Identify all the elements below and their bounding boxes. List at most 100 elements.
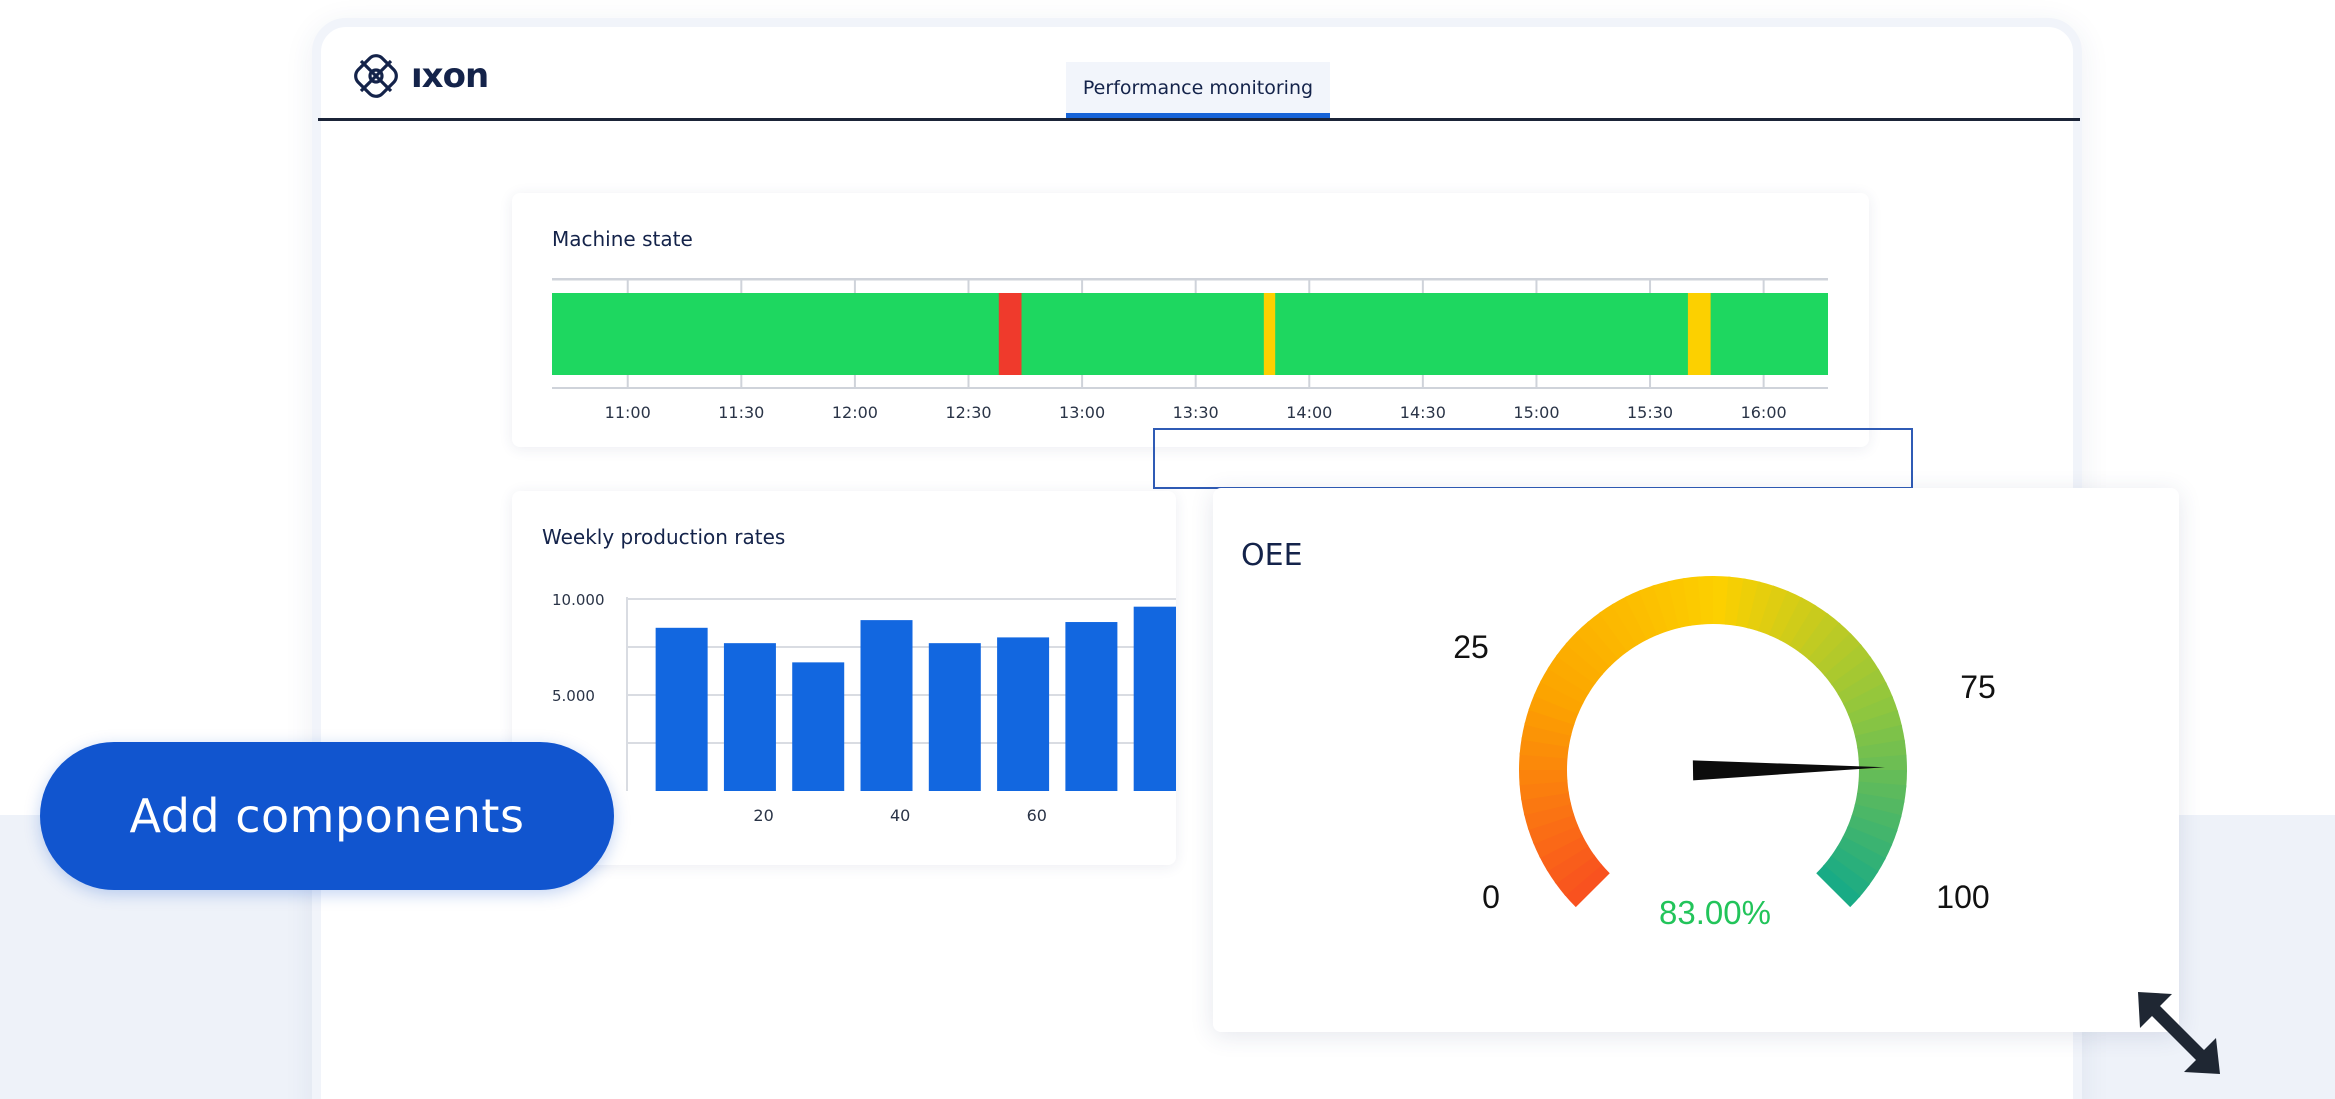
gauge-arc-segment (1857, 739, 1907, 761)
x-tick-label: 20 (753, 806, 773, 825)
gauge-arc-segment (1847, 695, 1899, 727)
machine-state-card[interactable]: Machine state 11:00 11:30 12:00 12:30 13:00 1… (512, 193, 1869, 447)
gauge-arc-segment (1768, 590, 1804, 641)
gauge-arc-segment (1822, 855, 1870, 898)
gauge-arc-segment (1851, 710, 1903, 738)
x-tick-label: 60 (1027, 806, 1047, 825)
gauge-arc-segment (1856, 781, 1907, 803)
production-bar (655, 627, 708, 791)
gauge-arc-segment (1519, 752, 1568, 771)
gauge-arc-segment (1598, 603, 1639, 653)
gauge-arc-segment (1830, 655, 1880, 696)
state-segment-running (1275, 293, 1689, 375)
y-tick-label: 10.000 (552, 591, 605, 609)
gauge-arc-segment (1823, 644, 1872, 686)
gauge-arc-segment (1527, 813, 1579, 845)
gauge-tick-label: 25 (1453, 629, 1489, 665)
weekly-production-chart: 10.000 5.000 20 40 60 (552, 591, 1176, 825)
gauge-tick-label: 0 (1482, 879, 1500, 915)
gauge-arc-segment (1611, 596, 1649, 646)
time-label: 11:00 (605, 403, 651, 422)
time-label: 15:00 (1513, 403, 1559, 422)
production-bar (1065, 622, 1118, 791)
gauge-arc-segment (1789, 604, 1829, 654)
gauge-arc-segment (1653, 580, 1681, 632)
state-segment-running (552, 293, 1000, 375)
time-label: 12:00 (832, 403, 878, 422)
gauge-needle (1692, 760, 1885, 781)
gauge-arc-segment (1564, 863, 1610, 908)
gauge-arc-segment (1667, 578, 1693, 629)
y-tick-label: 5.000 (552, 687, 595, 705)
time-label: 12:30 (945, 403, 991, 422)
gauge-arc-segment (1757, 585, 1790, 636)
production-bar (928, 643, 981, 791)
gauge-arc-segment (1858, 754, 1907, 773)
time-label: 13:00 (1059, 403, 1105, 422)
state-segment-stopped (998, 293, 1023, 375)
gauge-tick-label: 100 (1936, 879, 1989, 915)
tab-performance-monitoring[interactable]: Performance monitoring (1066, 62, 1330, 118)
gauge-arc-segment (1735, 578, 1761, 629)
gauge-arc-segment (1851, 803, 1902, 833)
oee-title: OEE (1241, 538, 1303, 573)
gauge-arc-segment (1528, 693, 1579, 726)
machine-state-title: Machine state (552, 227, 693, 251)
gauge-arc-segment (1779, 597, 1817, 647)
gauge-arc-segment (1519, 767, 1568, 786)
production-bar (860, 620, 913, 791)
header-divider (318, 118, 2080, 121)
gauge-arc-segment (1532, 824, 1584, 859)
gauge-arc-segment (1519, 737, 1570, 759)
ixon-logo[interactable]: ıxon (351, 50, 489, 102)
gauge-arc-segment (1521, 722, 1572, 748)
weekly-production-card[interactable]: Weekly production rates 10.000 5.000 20 40 6… (512, 491, 1176, 865)
add-components-button[interactable]: Add components (40, 742, 614, 890)
gauge-arc-segment (1847, 814, 1898, 847)
resize-diagonal-icon[interactable] (2132, 988, 2232, 1084)
time-label: 13:30 (1173, 403, 1219, 422)
gauge-arc-segment (1798, 613, 1841, 661)
gauge-arc-segment (1829, 846, 1879, 886)
gauge-arc-segment (1724, 576, 1746, 627)
gauge-value-label: 83.00% (1659, 894, 1771, 931)
time-label: 14:30 (1400, 403, 1446, 422)
gauge-tick-label: 75 (1960, 669, 1996, 705)
production-bar (723, 643, 776, 791)
gauge-arc-segment (1842, 825, 1893, 861)
weekly-production-title: Weekly production rates (542, 525, 786, 549)
gauge-arc-segment (1854, 724, 1905, 750)
time-label: 15:30 (1627, 403, 1673, 422)
time-label: 11:30 (718, 403, 764, 422)
gauge-arc-segment (1858, 769, 1907, 788)
gauge-arc-segment (1539, 834, 1589, 872)
ixon-logo-icon (354, 54, 398, 98)
gauge-arc-segment (1565, 631, 1612, 676)
production-bar (792, 662, 845, 791)
gauge-arc-segment (1533, 679, 1584, 715)
time-label: 16:00 (1741, 403, 1787, 422)
gauge-arc-segment (1697, 576, 1716, 625)
oee-card[interactable]: OEE 0 25 75 100 83.00% (1213, 488, 2179, 1032)
gauge-arc-segment (1540, 666, 1590, 704)
gauge-arc-segment (1547, 654, 1597, 694)
gauge-arc-segment (1807, 622, 1852, 669)
gauge-arc-segment (1712, 576, 1731, 625)
x-tick-label: 40 (890, 806, 910, 825)
production-bar (997, 637, 1050, 791)
gauge-arc-segment (1523, 802, 1575, 830)
state-segment-running (1710, 293, 1828, 375)
oee-gauge: 0 25 75 100 83.00% (1453, 576, 1996, 931)
gauge-arc-segment (1836, 836, 1886, 874)
gauge-arc-segment (1682, 576, 1704, 626)
state-segment-running (1021, 293, 1265, 375)
logo-text: ıxon (411, 56, 489, 96)
state-segment-idle (1263, 293, 1276, 375)
gauge-arc-segment (1746, 581, 1776, 632)
gauge-arc-segment (1519, 779, 1569, 801)
gauge-arc-segment (1816, 632, 1862, 677)
gauge-arc-segment (1546, 844, 1596, 885)
gauge-arc-segment (1854, 792, 1905, 818)
gauge-arc-segment (1816, 864, 1861, 908)
gauge-arc-segment (1638, 584, 1670, 636)
